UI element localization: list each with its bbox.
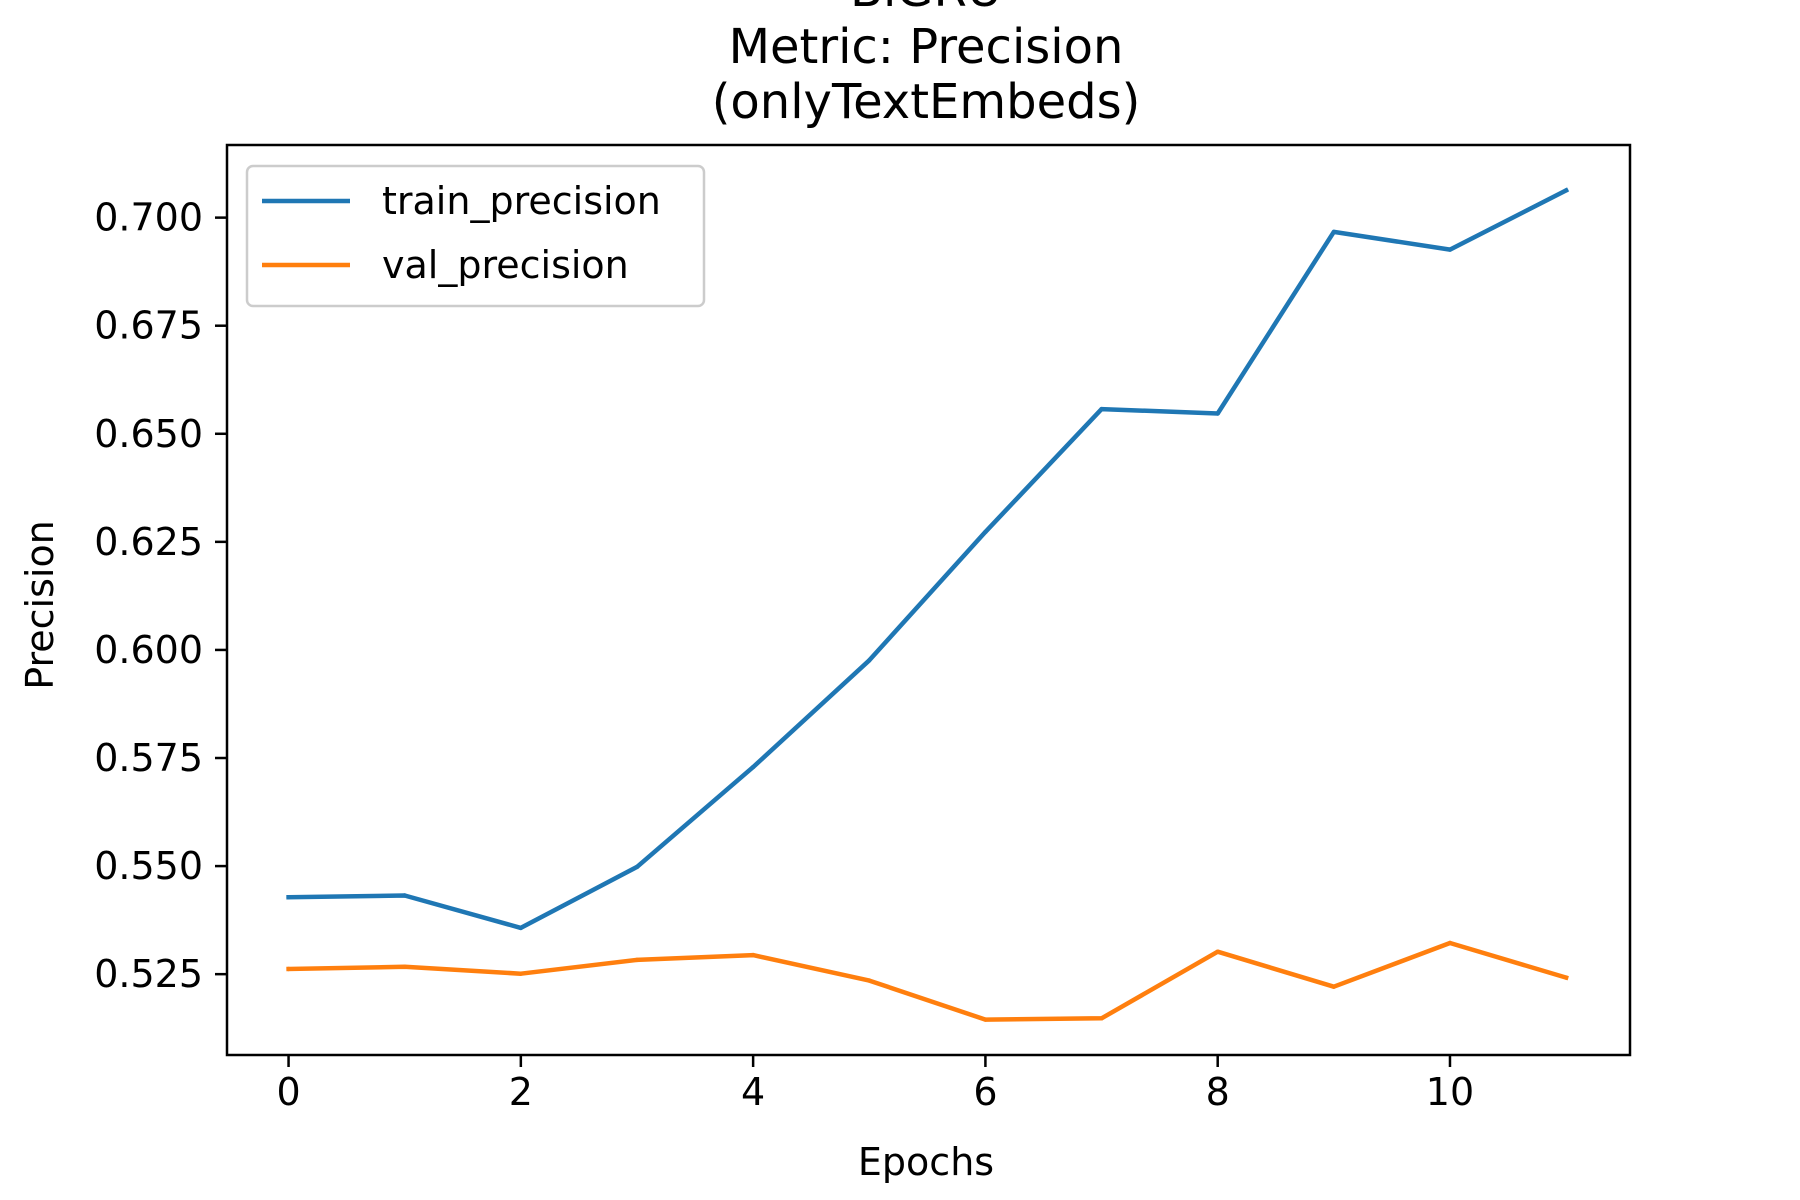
data-point-train-precision-4 xyxy=(750,764,756,770)
data-point-val-precision-1 xyxy=(402,964,407,969)
y-axis-ticks: 0.525 0.550 0.575 0.600 0.625 0.650 0.675 0.700 xyxy=(94,196,227,996)
y-tick-label-5: 0.650 xyxy=(94,412,203,456)
data-point-val-precision-3 xyxy=(634,957,640,963)
x-axis-label: Epochs xyxy=(858,1140,994,1184)
data-point-train-precision-5 xyxy=(867,658,872,663)
x-tick-label-0: 0 xyxy=(276,1070,300,1114)
data-point-train-precision-0 xyxy=(286,895,291,900)
data-point-val-precision-10 xyxy=(1447,940,1453,946)
y-tick-label-7: 0.700 xyxy=(94,196,203,240)
data-point-train-precision-9 xyxy=(1331,229,1337,235)
y-tick-label-1: 0.550 xyxy=(94,844,203,888)
legend-label-train-precision: train_precision xyxy=(382,179,661,223)
plot-area xyxy=(286,187,1570,1022)
data-point-train-precision-11 xyxy=(1563,188,1569,193)
data-point-train-precision-3 xyxy=(634,864,640,870)
y-tick-label-3: 0.600 xyxy=(94,628,203,672)
data-point-train-precision-10 xyxy=(1447,247,1453,252)
legend-frame xyxy=(245,164,706,308)
data-point-val-precision-11 xyxy=(1563,975,1569,980)
data-point-val-precision-4 xyxy=(750,952,756,958)
chart-title: BiGRU Metric: Precision (onlyTextEmbeds) xyxy=(712,0,1141,130)
data-point-train-precision-7 xyxy=(1099,406,1104,412)
chart-title-line-2: Metric: Precision xyxy=(729,19,1124,75)
data-point-train-precision-1 xyxy=(402,893,407,898)
x-tick-label-2: 4 xyxy=(741,1070,765,1114)
series-line-train-precision xyxy=(286,187,1570,931)
data-point-train-precision-2 xyxy=(518,925,523,931)
y-tick-label-4: 0.625 xyxy=(94,520,203,564)
x-axis-ticks: 0 2 4 6 8 10 xyxy=(276,1055,1474,1114)
x-tick-label-5: 10 xyxy=(1426,1070,1474,1114)
series-line-val-precision xyxy=(286,940,1569,1022)
data-point-val-precision-6 xyxy=(983,1017,988,1022)
chart-title-line-3: (onlyTextEmbeds) xyxy=(712,74,1141,130)
data-point-val-precision-2 xyxy=(518,971,523,976)
data-point-val-precision-9 xyxy=(1331,984,1337,989)
x-tick-label-3: 6 xyxy=(973,1070,997,1114)
chart-title-line-1: BiGRU xyxy=(850,0,1002,18)
data-point-val-precision-5 xyxy=(867,978,872,983)
y-tick-label-2: 0.575 xyxy=(94,736,203,780)
y-tick-label-0: 0.525 xyxy=(94,952,203,996)
y-axis-label: Precision xyxy=(18,520,62,690)
data-point-val-precision-7 xyxy=(1099,1016,1104,1021)
y-tick-label-6: 0.675 xyxy=(94,304,203,348)
legend-label-val-precision: val_precision xyxy=(382,243,629,287)
x-tick-label-4: 8 xyxy=(1206,1070,1230,1114)
data-point-train-precision-6 xyxy=(983,529,988,535)
data-point-val-precision-0 xyxy=(286,966,291,972)
data-point-train-precision-8 xyxy=(1215,411,1220,416)
x-tick-label-1: 2 xyxy=(509,1070,533,1114)
data-point-val-precision-8 xyxy=(1215,949,1220,954)
legend: train_precision val_precision xyxy=(245,164,706,308)
plot-frame xyxy=(225,143,1632,1057)
